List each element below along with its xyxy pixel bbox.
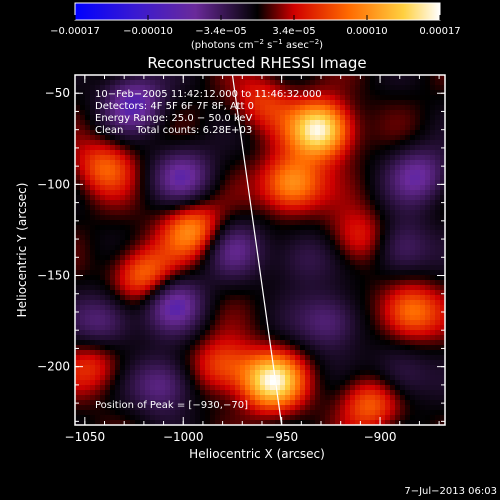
y-axis: −50 −100 −150 −200 bbox=[37, 74, 445, 422]
annotation-energy-range: Energy Range: 25.0 − 50.0 keV bbox=[95, 113, 252, 124]
y-tick-label: −150 bbox=[37, 269, 70, 283]
x-tick-label: −1000 bbox=[163, 430, 204, 444]
y-tick-label: −50 bbox=[45, 86, 70, 100]
annotation-clean-counts: Clean Total counts: 6.28E+03 bbox=[95, 125, 252, 136]
colorbar-tick-label: −3.4e−05 bbox=[195, 26, 247, 37]
heatmap-image bbox=[75, 75, 445, 425]
colorbar-tick-labels: −0.00017 −0.00010 −3.4e−05 3.4e−05 0.00010 0.… bbox=[50, 26, 461, 37]
x-axis: −1050 −1000 −950 −900 bbox=[65, 75, 440, 444]
annotation-time-range: 10−Feb−2005 11:42:12.000 to 11:46:32.000 bbox=[95, 89, 322, 100]
colorbar-tick-label: −0.00010 bbox=[123, 26, 173, 37]
x-axis-label: Heliocentric X (arcsec) bbox=[189, 447, 325, 461]
colorbar-unit: (photons cm−2 s−1 asec−2) bbox=[191, 38, 323, 51]
colorbar-tick-label: −0.00017 bbox=[50, 26, 100, 37]
y-axis-label: Heliocentric Y (arcsec) bbox=[15, 183, 29, 318]
x-tick-label: −950 bbox=[265, 430, 298, 444]
colorbar-tick-label: 0.00010 bbox=[346, 26, 387, 37]
y-tick-label: −100 bbox=[37, 177, 70, 191]
annotation-detectors: Detectors: 4F 5F 6F 7F 8F, Att 0 bbox=[95, 101, 254, 112]
y-tick-label: −200 bbox=[37, 360, 70, 374]
x-tick-label: −1050 bbox=[65, 430, 106, 444]
colorbar bbox=[74, 2, 441, 21]
x-tick-label: −900 bbox=[364, 430, 397, 444]
solar-limb-line bbox=[231, 75, 283, 425]
peak-position-label: Position of Peak = [−930,−70] bbox=[95, 400, 248, 411]
plot-frame bbox=[74, 74, 446, 426]
colorbar-tick-label: 0.00017 bbox=[419, 26, 460, 37]
chart-title: Reconstructed RHESSI Image bbox=[147, 54, 366, 72]
footer-date: 7−Jul−2013 06:03 bbox=[404, 486, 497, 497]
colorbar-tick-label: 3.4e−05 bbox=[272, 26, 315, 37]
colorbar-ticks bbox=[74, 15, 441, 20]
